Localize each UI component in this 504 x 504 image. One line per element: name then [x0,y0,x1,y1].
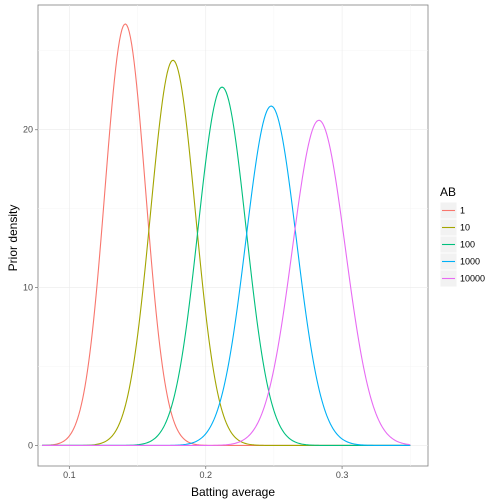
legend: AB 1 10 100 1000 10000 [439,185,485,288]
density-curves [42,23,411,447]
y-axis-ticks: 0 10 20 [23,125,38,450]
x-tick-label: 0.3 [336,470,349,480]
series-line-10000 [42,119,411,447]
legend-label-1: 1 [460,206,465,216]
y-tick-label: 10 [23,283,33,293]
legend-title: AB [440,185,456,199]
legend-label-100: 100 [460,240,475,250]
x-axis-title: Batting average [191,485,275,499]
legend-label-10: 10 [460,223,470,233]
plot-panel [37,4,429,467]
y-axis-title: Prior density [6,205,20,272]
x-tick-label: 0.1 [63,470,76,480]
legend-label-10000: 10000 [460,274,485,284]
x-axis-ticks: 0.1 0.2 0.3 [63,466,348,480]
y-tick-label: 0 [28,440,33,450]
legend-label-1000: 1000 [460,257,480,267]
x-tick-label: 0.2 [199,470,212,480]
legend-items: 1 10 100 1000 10000 [439,201,485,288]
y-tick-label: 20 [23,125,33,135]
